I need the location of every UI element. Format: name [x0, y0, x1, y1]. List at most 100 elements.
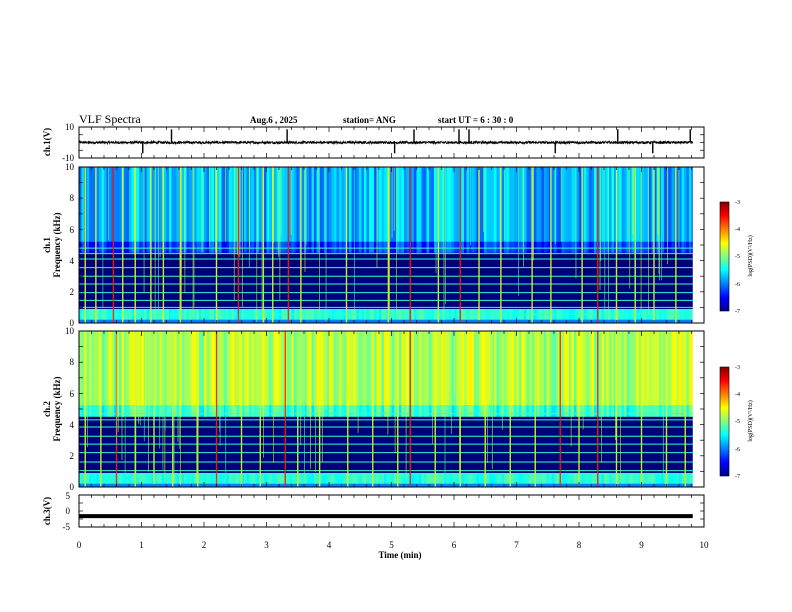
spectrogram-cell — [109, 167, 112, 242]
spectrogram-cell — [326, 241, 329, 253]
spectrogram-cell — [486, 241, 489, 253]
spectrogram-cell — [666, 472, 669, 484]
spectrogram-cell — [289, 405, 292, 417]
spectrogram-cell — [139, 319, 142, 323]
spectrogram-cell — [389, 241, 392, 253]
spectrogram-cell — [584, 472, 587, 484]
spectrogram-cell — [264, 472, 267, 484]
spectrogram-cell — [689, 405, 692, 417]
spectrogram-cell — [506, 472, 509, 484]
spectrogram-cell — [446, 405, 449, 417]
spectrogram-cell — [574, 405, 577, 417]
spectrogram-cell — [106, 405, 109, 417]
spectrogram-cell — [366, 319, 369, 323]
spectrogram-cell — [331, 472, 334, 484]
spectrogram-cell — [426, 241, 429, 253]
spectrogram-cell — [561, 483, 564, 487]
spectrogram-cell — [284, 167, 287, 242]
spectrogram-cell — [81, 331, 84, 406]
spectrogram-cell — [381, 483, 384, 487]
ch2-spectrogram-image — [79, 331, 704, 487]
ch1-spectrogram-image — [79, 167, 704, 323]
spectrogram-cell — [156, 319, 159, 323]
spectrogram-cell — [329, 405, 332, 417]
spectrogram-cell — [371, 167, 374, 242]
spectrogram-cell — [271, 405, 274, 417]
spectrogram-cell — [359, 167, 362, 242]
spectrogram-cell — [136, 483, 139, 487]
spectrogram-cell — [261, 331, 264, 406]
spectrogram-cell — [124, 241, 127, 253]
spectrogram-cell — [574, 331, 577, 406]
spectrogram-cell — [669, 483, 672, 487]
spectrogram-cell — [661, 331, 664, 406]
spectrogram-cell — [231, 483, 234, 487]
ch1-waveform-frame — [78, 126, 705, 159]
spectrogram-cell — [306, 483, 309, 487]
spectrogram-cell — [464, 331, 467, 406]
spectrogram-cell — [176, 319, 179, 323]
spectrogram-cell — [681, 331, 684, 406]
spectrogram-cell — [354, 167, 357, 242]
spectrogram-cell — [139, 483, 142, 487]
spectrogram-cell — [316, 319, 319, 323]
spectrogram-sferic — [559, 331, 561, 487]
spectrogram-sferic — [550, 167, 552, 323]
spectrogram-sferic — [135, 331, 137, 485]
spectrogram-cell — [606, 472, 609, 484]
spectrogram-cell — [534, 167, 537, 242]
spectrogram-cell — [526, 167, 529, 242]
spectrogram-cell — [201, 472, 204, 484]
spectrogram-cell — [381, 319, 384, 323]
spectrogram-cell — [466, 483, 469, 487]
spectrogram-cell — [421, 241, 424, 253]
spectrogram-cell — [629, 405, 632, 417]
spectrogram-cell — [451, 331, 454, 406]
spectrogram-cell — [126, 405, 129, 417]
spectrogram-cell — [116, 483, 119, 487]
spectrogram-cell — [561, 472, 564, 484]
spectrogram-cell — [391, 241, 394, 253]
spectrogram-sferic — [534, 331, 536, 487]
spectrogram-cell — [679, 167, 682, 242]
spectrogram-cell — [429, 483, 432, 487]
spectrogram-cell — [229, 167, 232, 242]
spectrogram-cell — [136, 405, 139, 417]
spectrogram-cell — [311, 472, 314, 484]
spectrogram-cell — [306, 405, 309, 417]
spectrogram-cell — [524, 331, 527, 406]
spectrogram-cell — [319, 167, 322, 242]
spectrogram-cell — [189, 241, 192, 253]
spectrogram-cell — [354, 405, 357, 417]
spectrogram-cell — [564, 241, 567, 253]
spectrogram-cell — [316, 167, 319, 242]
spectrogram-cell — [181, 331, 184, 406]
spectrogram-cell — [504, 472, 507, 484]
spectrogram-cell — [436, 472, 439, 484]
spectrogram-cell — [194, 167, 197, 242]
spectrogram-cell — [536, 405, 539, 417]
spectrogram-cell — [124, 167, 127, 242]
spectrogram-sferic — [117, 331, 119, 432]
spectrogram-cell — [264, 483, 267, 487]
spectrogram-cell — [221, 241, 224, 253]
spectrogram-cell — [359, 241, 362, 253]
spectrogram-cell — [426, 331, 429, 406]
spectrogram-cell — [574, 319, 577, 323]
spectrogram-cell — [116, 167, 119, 242]
spectrogram-cell — [461, 483, 464, 487]
spectrogram-cell — [406, 319, 409, 323]
spectrogram-cell — [461, 319, 464, 323]
spectrogram-cell — [279, 319, 282, 323]
ch2-spectrogram-panel: 0 2 4 6 8 10 ch.2 Frequency (kHz) -3 -4 … — [42, 326, 754, 492]
spectrogram-cell — [686, 319, 689, 323]
spectrogram-cell — [226, 483, 229, 487]
spectrogram-cell — [196, 167, 199, 242]
spectrogram-cell — [476, 472, 479, 484]
spectrogram-cell — [249, 483, 252, 487]
spectrogram-cell — [211, 319, 214, 323]
spectrogram-cell — [121, 331, 124, 406]
spectrogram-cell — [676, 483, 679, 487]
spectrogram-cell — [329, 472, 332, 484]
spectrogram-cell — [541, 331, 544, 406]
